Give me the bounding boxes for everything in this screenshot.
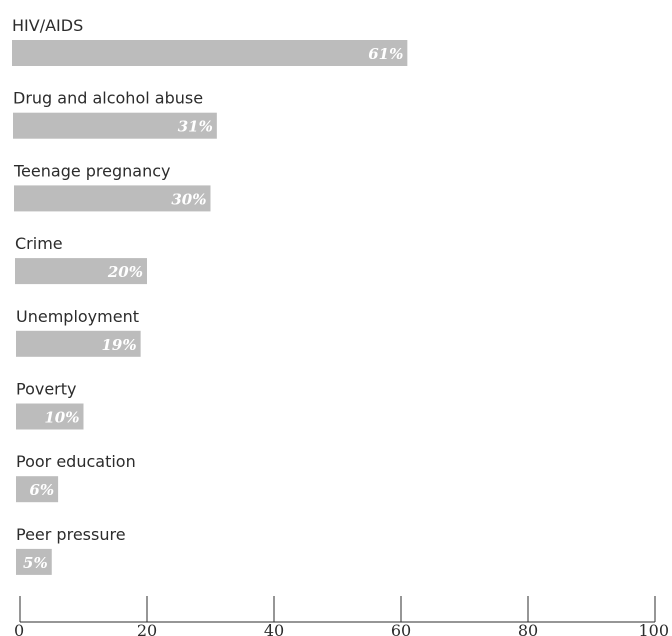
bar-row-unemployment: Unemployment 19% (16, 307, 141, 357)
bar-value-label: 20% (107, 263, 143, 281)
bar-value-label: 6% (29, 481, 54, 499)
bar-value-label: 10% (44, 409, 79, 427)
bar-row-peer-pressure: Peer pressure 5% (16, 525, 126, 575)
bar-row-drug-and-alcohol-abuse: Drug and alcohol abuse 31% (13, 89, 217, 139)
bars-layer: HIV/AIDS 61% Drug and alcohol abuse 31% Teen… (12, 16, 408, 575)
x-tick-label: 20 (137, 621, 157, 636)
category-label: Crime (15, 234, 63, 253)
bar-row-poverty: Poverty 10% (16, 380, 84, 430)
x-tick-label: 80 (518, 621, 538, 636)
bar (12, 40, 408, 66)
bar-row-hiv-aids: HIV/AIDS 61% (12, 16, 408, 66)
x-axis: 0 20 40 60 80 100 (14, 596, 669, 636)
bar-value-label: 61% (368, 45, 403, 63)
x-tick-label: 0 (14, 621, 24, 636)
bar-value-label: 5% (23, 554, 48, 572)
x-tick-label: 40 (264, 621, 284, 636)
bar (13, 112, 217, 139)
category-label: HIV/AIDS (12, 16, 83, 35)
category-label: Poor education (16, 452, 136, 471)
category-label: Poverty (16, 380, 77, 399)
category-label: Peer pressure (16, 525, 126, 544)
bar (16, 403, 84, 430)
bar-row-crime: Crime 20% (15, 234, 147, 285)
bar (16, 548, 52, 575)
x-tick-label: 100 (638, 621, 669, 636)
bar (16, 330, 141, 357)
category-label: Unemployment (16, 307, 139, 326)
bar-value-label: 31% (178, 118, 213, 136)
bar-value-label: 30% (171, 190, 206, 208)
bar (14, 185, 211, 212)
bar-row-poor-education: Poor education 6% (16, 452, 136, 503)
bar (15, 258, 147, 285)
bar-value-label: 19% (102, 336, 137, 354)
category-label: Teenage pregnancy (13, 161, 171, 180)
category-label: Drug and alcohol abuse (13, 89, 203, 108)
x-tick-label: 60 (391, 621, 411, 636)
bar (16, 476, 59, 503)
